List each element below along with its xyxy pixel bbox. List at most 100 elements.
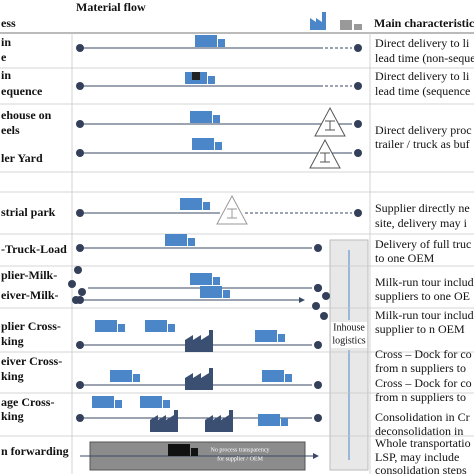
truck-trailer <box>258 414 280 426</box>
process-header: ess <box>1 16 16 30</box>
characteristic-text: Whole transportatio <box>375 436 471 450</box>
truck-cab <box>118 324 125 332</box>
truck-trailer <box>190 273 212 285</box>
process-label: -Truck-Load <box>1 242 67 256</box>
process-label: equence <box>1 84 43 98</box>
truck-trailer <box>192 138 214 150</box>
process-label: ler Yard <box>1 151 43 165</box>
factory-icon <box>310 12 326 30</box>
process-label: ehouse on <box>1 108 52 122</box>
characteristic-text: site, delivery may i <box>375 216 468 230</box>
truck-trailer <box>195 35 217 47</box>
oem-icon <box>340 20 362 30</box>
truck-trailer <box>145 320 167 332</box>
truck-trailer <box>180 198 202 210</box>
node <box>76 120 84 128</box>
factory <box>185 330 213 352</box>
characteristic-text: to one OEM <box>375 251 435 265</box>
process-label: eiver Cross- <box>1 354 62 368</box>
characteristic-text: Cross – Dock for co <box>375 376 472 390</box>
characteristic-text: Direct delivery to li <box>375 36 470 50</box>
inhouse-label-bg <box>331 322 367 348</box>
warehouse-mark <box>325 120 335 131</box>
process-label: in <box>1 68 11 82</box>
truck-cab <box>281 418 288 426</box>
warehouse-mark <box>227 208 237 219</box>
truck-trailer <box>92 396 114 408</box>
node <box>320 312 328 320</box>
node <box>76 381 84 389</box>
truck-cab <box>278 334 285 342</box>
truck-trailer <box>200 286 222 298</box>
node <box>76 341 84 349</box>
truck-cab <box>133 374 140 382</box>
truck-trailer <box>168 444 190 456</box>
warehouse-mark <box>320 152 330 163</box>
node <box>76 296 84 304</box>
truck-trailer <box>140 396 162 408</box>
node <box>322 292 330 300</box>
inhouse-label: logistics <box>332 335 365 346</box>
process-label: plier-Milk- <box>1 268 57 282</box>
truck-cab <box>285 374 292 382</box>
characteristic-text: from n suppliers to <box>375 361 466 375</box>
node <box>354 209 362 217</box>
characteristic-text: deconsolidation in <box>375 424 463 438</box>
node <box>354 82 362 90</box>
truck-trailer <box>255 330 277 342</box>
truck-trailer <box>190 111 212 123</box>
node <box>354 149 362 157</box>
truck-cab <box>168 324 175 332</box>
characteristic-text: consolidation steps <box>375 463 467 474</box>
truck-cab <box>203 202 210 210</box>
truck-cab <box>115 400 122 408</box>
truck-cab <box>163 400 170 408</box>
truck-cab <box>188 238 195 246</box>
process-label: in <box>1 35 11 49</box>
node <box>74 266 82 274</box>
material-flow-title: Material flow <box>76 0 146 14</box>
process-label: king <box>1 409 24 423</box>
characteristics-header: Main characteristic <box>374 16 474 30</box>
node <box>354 120 362 128</box>
characteristic-text: Direct delivery to li <box>375 69 470 83</box>
truck-cab <box>223 290 230 298</box>
node <box>314 381 322 389</box>
characteristic-text: Milk-run tour include <box>375 308 474 322</box>
process-label: e <box>1 50 7 64</box>
node <box>314 284 322 292</box>
process-label: king <box>1 369 24 383</box>
node <box>314 341 322 349</box>
factory <box>205 410 233 432</box>
node <box>314 244 322 252</box>
node <box>76 82 84 90</box>
inhouse-label: Inhouse <box>333 322 365 333</box>
node <box>76 414 84 422</box>
process-label: eels <box>1 123 20 137</box>
truck-cab <box>213 115 220 123</box>
characteristic-text: lead time (non-seque <box>375 51 474 65</box>
characteristic-text: Delivery of full truc <box>375 237 471 251</box>
characteristic-text: suppliers to one OE <box>375 289 470 303</box>
truck-cab <box>213 277 220 285</box>
characteristic-text: Consolidation in Cr <box>375 410 470 424</box>
truck-cab <box>215 142 222 150</box>
characteristic-text: LSP, may include <box>375 450 459 464</box>
characteristic-text: supplier to n OEM <box>375 322 465 336</box>
characteristic-text: Direct delivery proc <box>375 123 472 137</box>
node <box>76 44 84 52</box>
process-label: king <box>1 334 24 348</box>
truck-trailer <box>165 234 187 246</box>
characteristic-text: Milk-run tour include <box>375 275 474 289</box>
node <box>78 288 86 296</box>
characteristic-text: Cross – Dock for co <box>375 347 472 361</box>
sequence-icon <box>192 72 200 80</box>
process-label: age Cross- <box>1 395 54 409</box>
truck-cab <box>208 76 215 84</box>
characteristic-text: from n suppliers to <box>375 390 466 404</box>
factory <box>150 410 178 432</box>
characteristic-text: lead time (sequence <box>375 84 470 98</box>
truck-cab <box>218 39 225 47</box>
node <box>68 280 76 288</box>
